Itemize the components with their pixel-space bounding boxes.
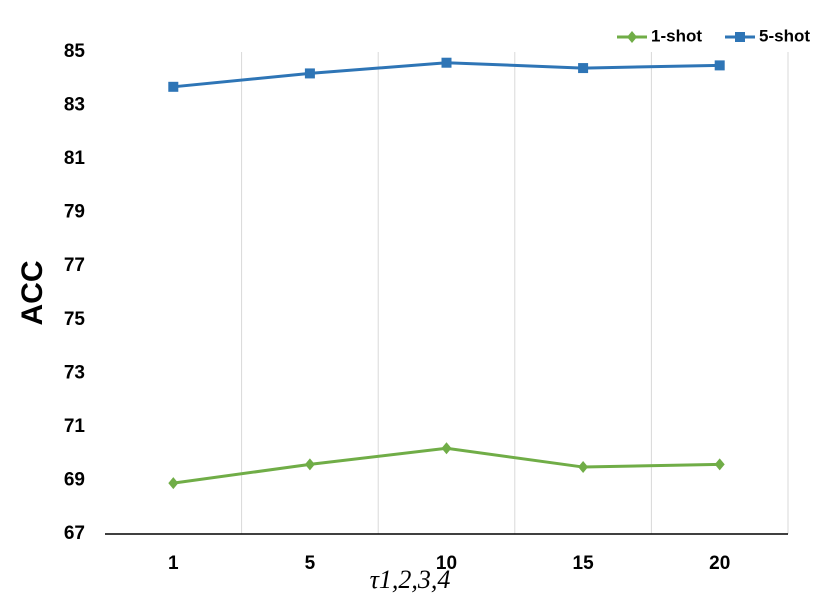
marker	[627, 31, 637, 43]
marker	[168, 81, 179, 92]
y-tick-label: 77	[64, 255, 85, 276]
marker	[441, 57, 452, 68]
y-tick-label: 79	[64, 202, 85, 223]
y-tick-label: 67	[64, 523, 85, 544]
x-axis-title: τ1,2,3,4	[370, 565, 451, 594]
legend-label: 5-shot	[759, 26, 810, 45]
marker	[441, 442, 452, 455]
y-axis-title: ACC	[16, 261, 49, 326]
marker	[304, 458, 315, 471]
x-tick-label: 10	[436, 553, 457, 574]
marker	[578, 461, 589, 474]
x-tick-label: 1	[168, 553, 179, 574]
x-tick-label: 15	[573, 553, 595, 574]
marker	[714, 60, 725, 71]
y-tick-label: 81	[64, 148, 86, 169]
y-tick-label: 75	[64, 309, 86, 330]
y-tick-label: 69	[64, 469, 85, 490]
y-tick-label: 83	[64, 95, 85, 116]
y-tick-label: 85	[64, 41, 86, 62]
y-tick-label: 71	[64, 416, 86, 437]
legend-label: 1-shot	[651, 26, 702, 45]
marker	[168, 477, 179, 490]
y-tick-label: 73	[64, 362, 85, 383]
x-tick-label: 20	[709, 553, 730, 574]
marker	[304, 68, 315, 79]
marker	[714, 458, 725, 471]
x-tick-label: 5	[305, 553, 316, 574]
marker	[578, 63, 589, 74]
marker	[735, 32, 745, 42]
